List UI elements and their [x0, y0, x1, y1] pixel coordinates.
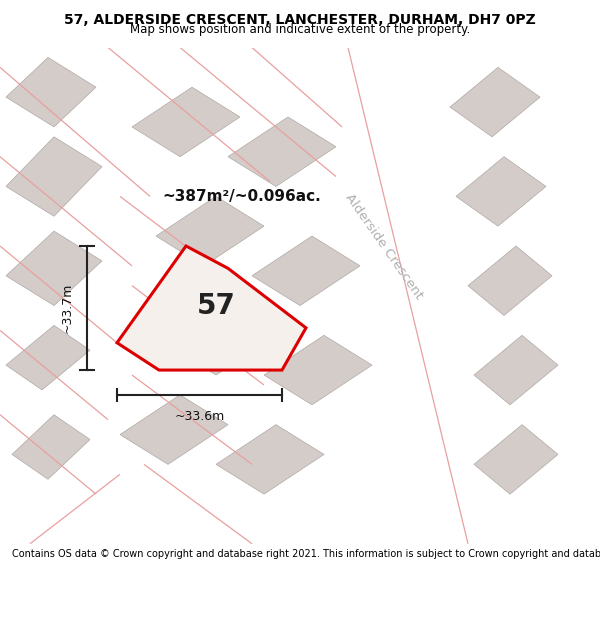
- Text: ~387m²/~0.096ac.: ~387m²/~0.096ac.: [162, 189, 321, 204]
- Text: ~33.6m: ~33.6m: [175, 410, 224, 422]
- Polygon shape: [156, 196, 264, 266]
- Polygon shape: [474, 424, 558, 494]
- Text: 57: 57: [197, 291, 235, 319]
- Polygon shape: [468, 246, 552, 316]
- Polygon shape: [168, 306, 276, 375]
- Text: Alderside Crescent: Alderside Crescent: [343, 191, 425, 301]
- Polygon shape: [474, 336, 558, 405]
- Polygon shape: [117, 246, 306, 370]
- Text: ~33.7m: ~33.7m: [61, 283, 74, 333]
- Polygon shape: [348, 48, 528, 544]
- Polygon shape: [228, 117, 336, 186]
- Polygon shape: [6, 137, 102, 216]
- Polygon shape: [6, 326, 90, 390]
- Text: Map shows position and indicative extent of the property.: Map shows position and indicative extent…: [130, 22, 470, 36]
- Polygon shape: [252, 236, 360, 306]
- Polygon shape: [216, 424, 324, 494]
- Polygon shape: [120, 395, 228, 464]
- Polygon shape: [132, 88, 240, 157]
- Polygon shape: [450, 68, 540, 137]
- Polygon shape: [456, 157, 546, 226]
- Polygon shape: [264, 336, 372, 405]
- Polygon shape: [6, 58, 96, 127]
- Polygon shape: [6, 231, 102, 306]
- Polygon shape: [12, 415, 90, 479]
- Text: Contains OS data © Crown copyright and database right 2021. This information is : Contains OS data © Crown copyright and d…: [12, 549, 600, 559]
- Text: 57, ALDERSIDE CRESCENT, LANCHESTER, DURHAM, DH7 0PZ: 57, ALDERSIDE CRESCENT, LANCHESTER, DURH…: [64, 13, 536, 28]
